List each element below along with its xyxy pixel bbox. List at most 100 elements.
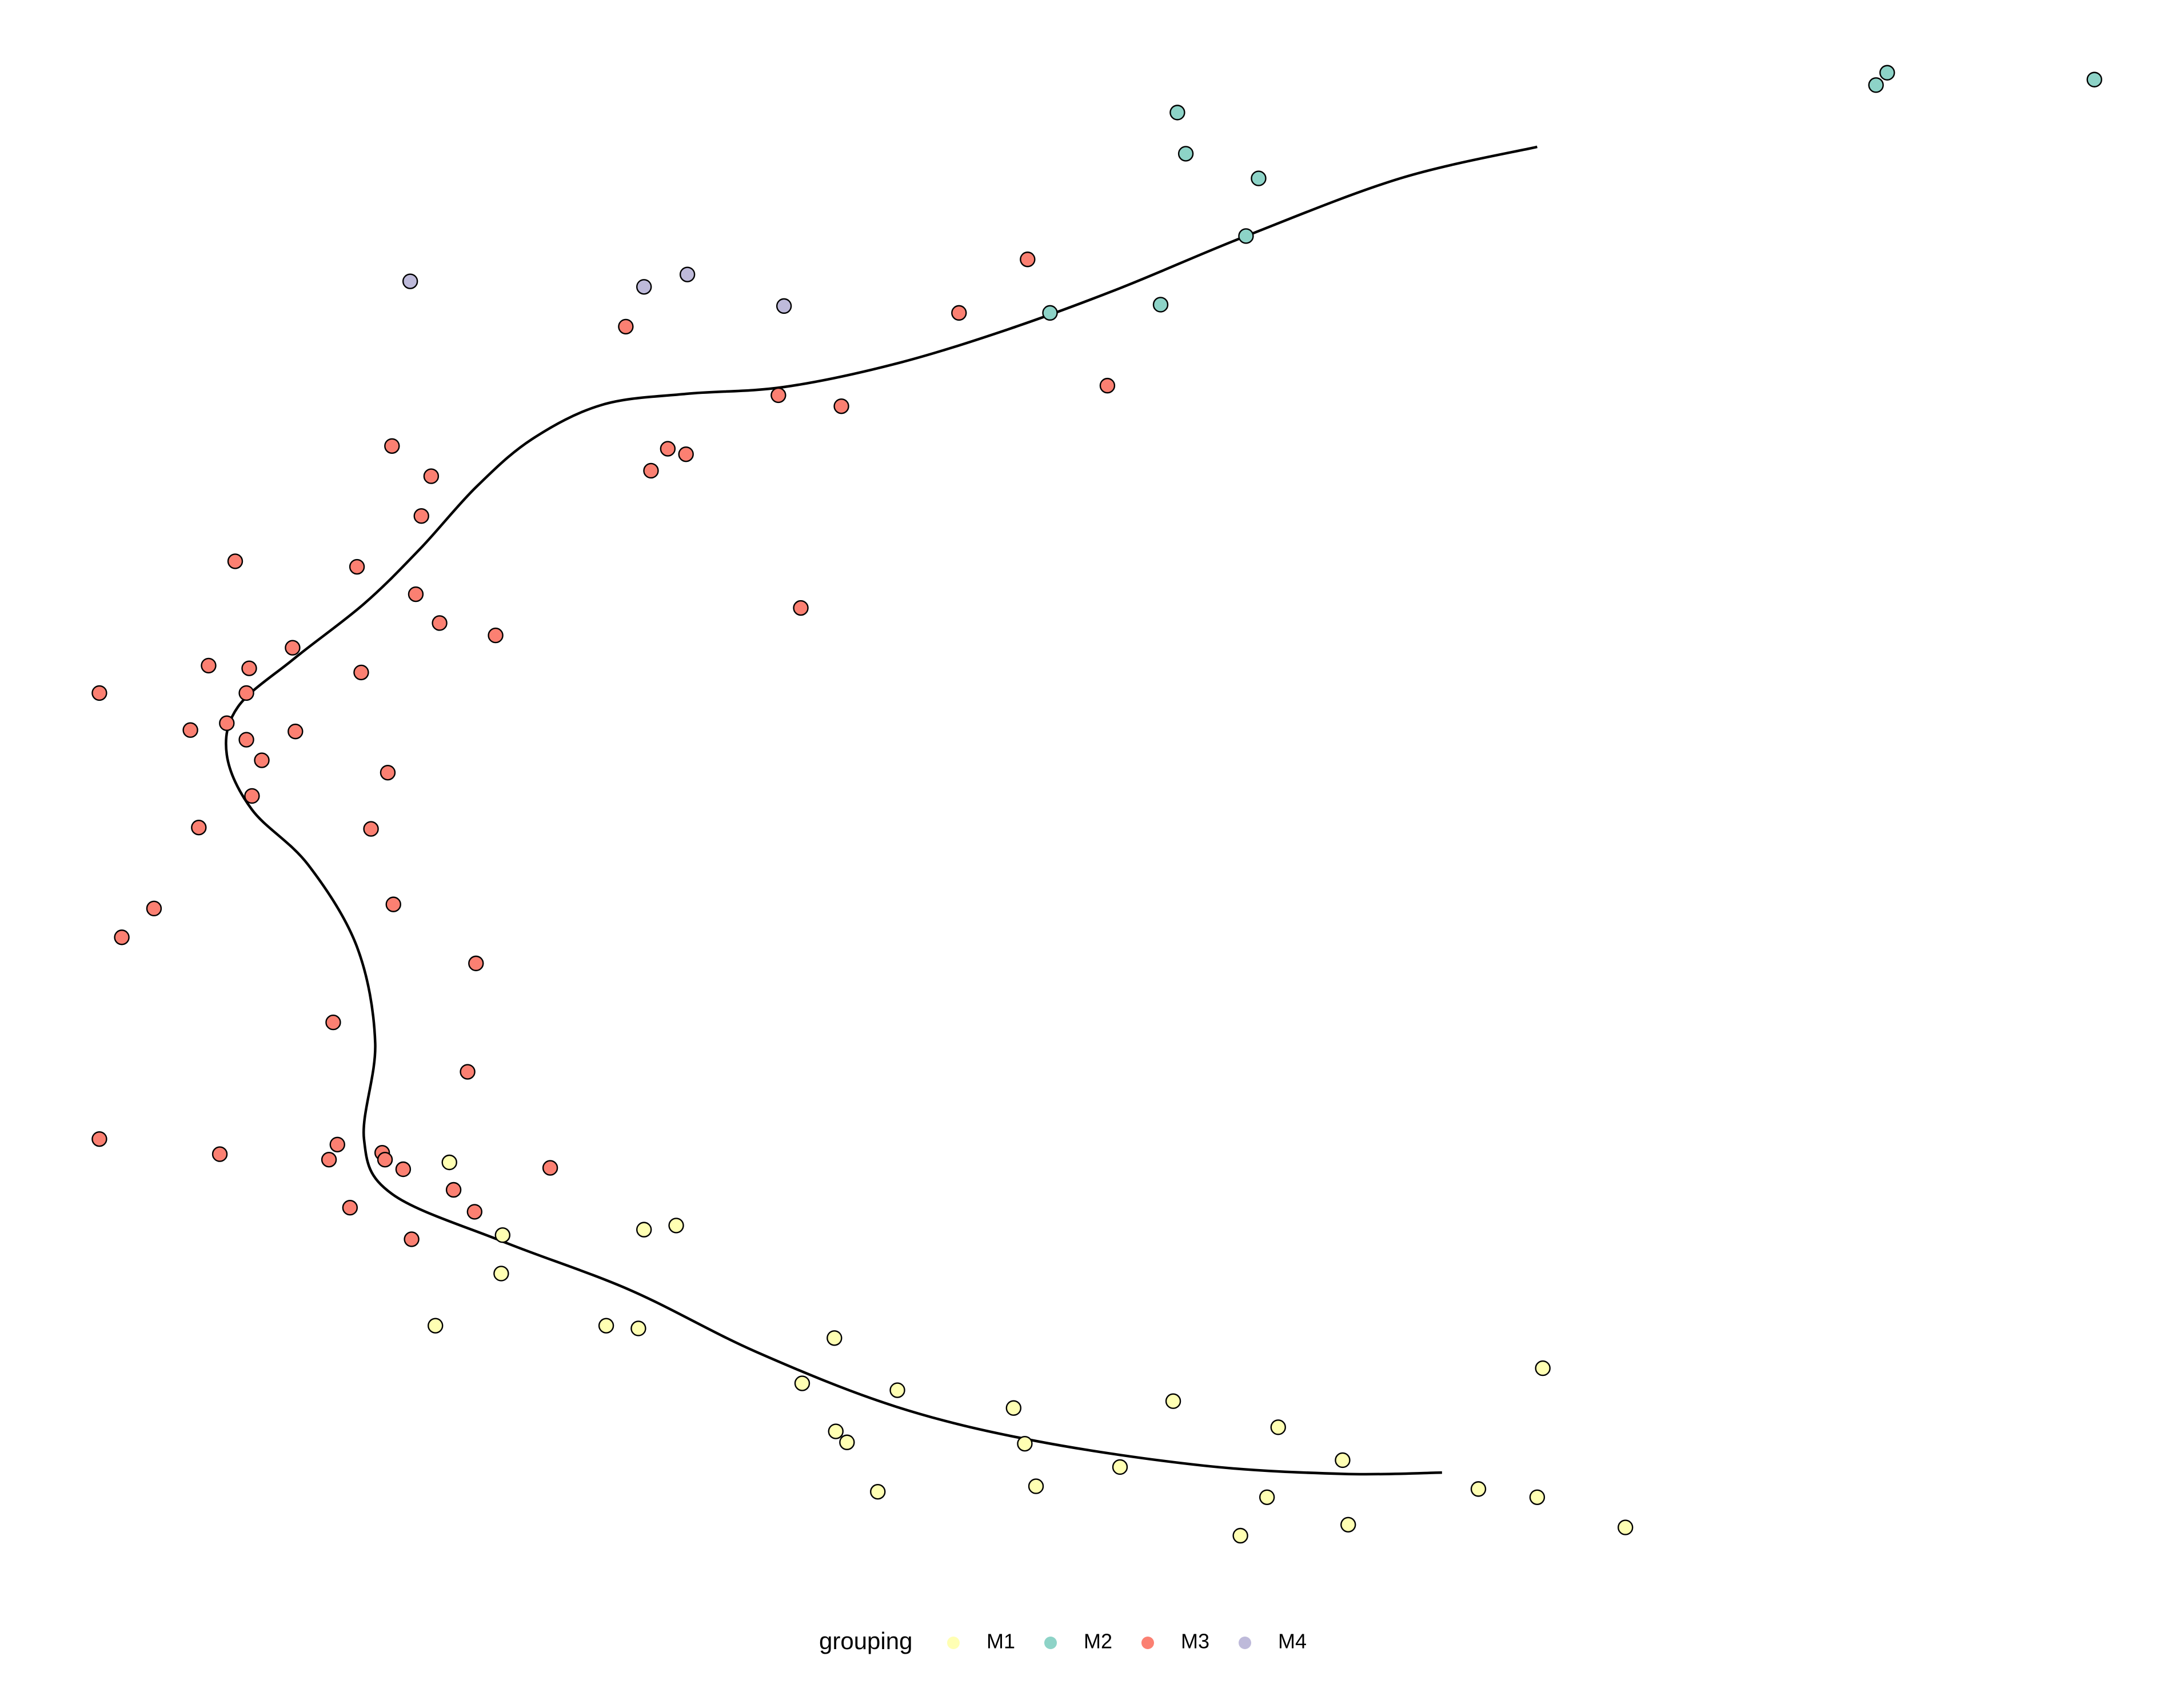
point	[201, 657, 217, 674]
point	[325, 1014, 341, 1031]
point	[870, 1483, 886, 1500]
point	[1340, 1517, 1356, 1533]
point	[329, 1136, 345, 1152]
point	[321, 1151, 337, 1168]
point	[1169, 105, 1185, 121]
legend-label: M1	[987, 1630, 1015, 1653]
point	[227, 553, 243, 569]
point	[395, 1161, 412, 1178]
point	[1238, 228, 1254, 244]
point	[219, 715, 235, 731]
point	[776, 298, 792, 314]
point	[1535, 1360, 1551, 1376]
legend-label: M3	[1181, 1630, 1209, 1653]
point	[794, 1375, 810, 1391]
point	[238, 732, 254, 748]
point	[384, 438, 400, 454]
point	[413, 508, 429, 524]
point	[1028, 1478, 1044, 1494]
point	[678, 446, 694, 462]
point	[191, 819, 207, 836]
point	[342, 1200, 358, 1216]
point	[460, 1064, 476, 1080]
point	[488, 627, 504, 644]
point	[1112, 1459, 1128, 1475]
point	[793, 600, 809, 616]
legend-key	[1044, 1637, 1057, 1649]
point	[211, 1146, 228, 1162]
point	[441, 1154, 457, 1171]
point	[353, 664, 369, 681]
point	[1335, 1452, 1351, 1468]
point	[1618, 1519, 1634, 1535]
point	[428, 1318, 444, 1334]
point	[349, 558, 365, 575]
point	[2086, 71, 2102, 87]
point	[679, 266, 696, 282]
point	[244, 788, 260, 804]
point	[636, 1222, 652, 1238]
point	[91, 685, 107, 701]
point	[618, 318, 634, 335]
point	[833, 398, 849, 414]
point	[494, 1227, 511, 1243]
point	[1017, 1435, 1033, 1452]
point	[1879, 65, 1895, 81]
point	[630, 1320, 646, 1336]
point	[598, 1318, 614, 1334]
legend-label: M2	[1084, 1630, 1112, 1653]
point	[285, 640, 301, 656]
point	[466, 1204, 483, 1220]
point	[660, 441, 676, 457]
point	[1042, 305, 1058, 321]
point	[668, 1218, 684, 1234]
point	[951, 305, 967, 321]
point	[377, 1151, 393, 1168]
legend-title: grouping	[819, 1627, 912, 1654]
point	[542, 1160, 558, 1176]
legend-key	[1141, 1637, 1154, 1649]
point	[254, 752, 270, 768]
point	[468, 955, 484, 972]
point	[288, 723, 304, 740]
point	[363, 821, 379, 837]
point	[636, 279, 652, 295]
point	[1005, 1400, 1022, 1416]
point	[1020, 252, 1036, 268]
point	[238, 685, 254, 701]
point	[1270, 1419, 1286, 1435]
point	[404, 1231, 420, 1247]
point	[643, 462, 659, 479]
point	[1099, 377, 1116, 394]
point	[1232, 1527, 1248, 1544]
point	[1251, 170, 1267, 186]
point	[828, 1423, 844, 1439]
point	[1165, 1393, 1181, 1409]
point	[1868, 77, 1884, 93]
point	[493, 1266, 509, 1282]
point	[1177, 146, 1194, 162]
point	[827, 1330, 843, 1346]
point	[445, 1182, 462, 1198]
point	[889, 1382, 905, 1398]
point	[1529, 1489, 1546, 1505]
point	[91, 1131, 107, 1147]
point	[432, 615, 448, 631]
point	[114, 929, 130, 945]
principal-curve	[225, 145, 1538, 1476]
point	[146, 900, 162, 917]
point	[408, 586, 424, 602]
point	[770, 387, 786, 404]
point	[1152, 297, 1169, 313]
point	[1259, 1489, 1275, 1505]
legend-label: M4	[1278, 1630, 1307, 1653]
point	[839, 1434, 855, 1450]
legend-key	[947, 1637, 960, 1649]
point	[423, 468, 440, 484]
point	[1470, 1481, 1487, 1497]
point	[402, 273, 418, 289]
point	[182, 722, 198, 738]
point	[241, 660, 257, 676]
